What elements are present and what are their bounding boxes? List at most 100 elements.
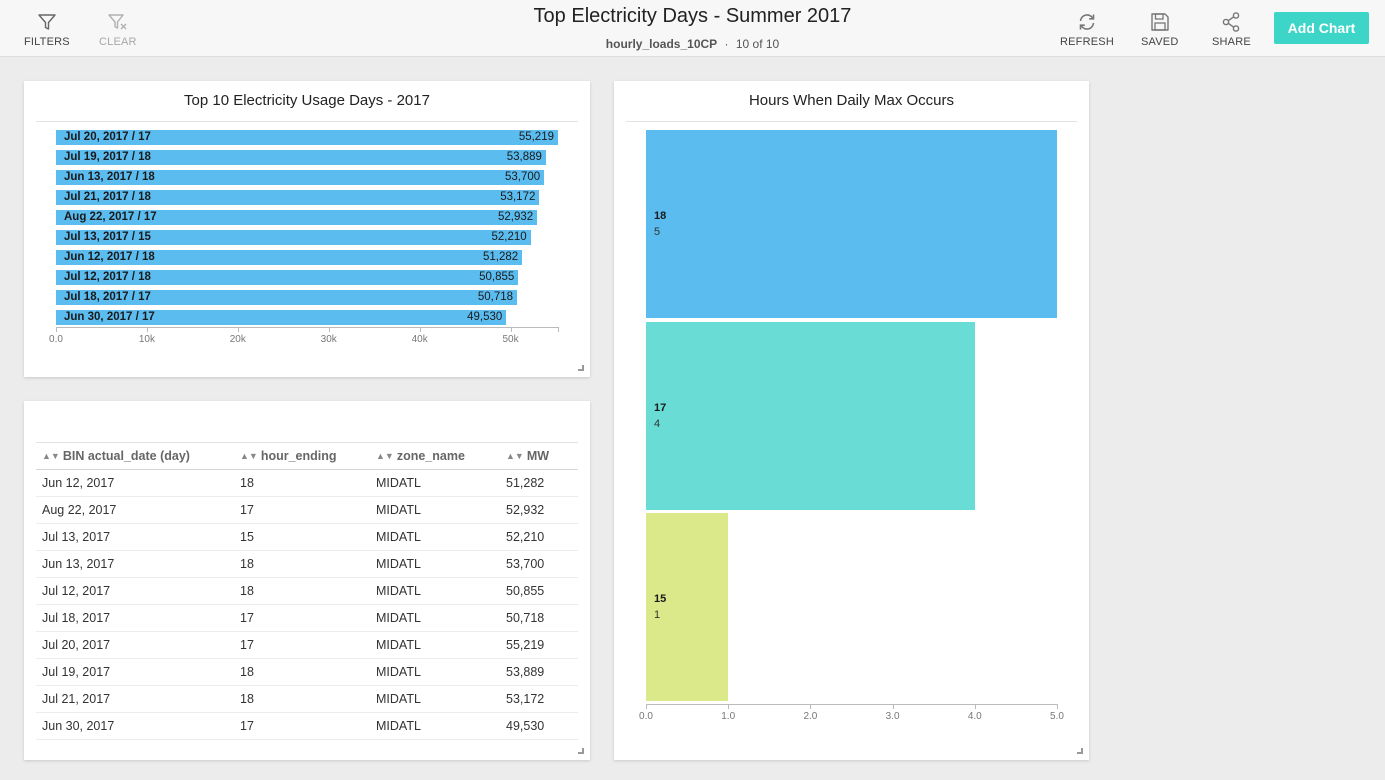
table-cell: Jun 12, 2017 — [42, 476, 115, 490]
resize-handle[interactable] — [1077, 748, 1083, 754]
bar-label: Jul 18, 2017 / 17 — [64, 291, 151, 303]
column-header-mw[interactable]: ▲▼ MW — [506, 449, 550, 463]
hour-bar[interactable]: 18 5 — [646, 130, 1057, 318]
bar-row[interactable]: Jul 12, 2017 / 18 50,855 — [56, 270, 519, 285]
table-panel-title — [36, 401, 578, 442]
bar-row[interactable]: Jun 12, 2017 / 18 51,282 — [56, 250, 523, 265]
table-cell: Jun 30, 2017 — [42, 719, 115, 733]
bar[interactable] — [56, 190, 540, 205]
table-cell: MIDATL — [376, 638, 421, 652]
table-row[interactable]: Jul 20, 2017 17 MIDATL 55,219 — [36, 632, 578, 659]
bar-row[interactable]: Jun 30, 2017 / 17 49,530 — [56, 310, 507, 325]
x-tick-label: 30k — [320, 334, 337, 345]
hour-count: 5 — [654, 226, 661, 238]
table-cell: MIDATL — [376, 476, 421, 490]
dataset-name[interactable]: hourly_loads_10CP — [605, 37, 718, 51]
bar-label: Jul 13, 2017 / 15 — [64, 231, 151, 243]
subtitle-separator: · — [724, 37, 729, 51]
x-tick-label: 5.0 — [1050, 711, 1064, 722]
filters-label: FILTERS — [24, 36, 70, 48]
bar[interactable] — [56, 310, 507, 325]
table-cell: 18 — [240, 665, 254, 679]
x-tick-mark — [510, 327, 512, 332]
subtitle: hourly_loads_10CP · 10 of 10 — [0, 37, 1385, 51]
x-axis-line — [646, 704, 1057, 705]
bar-value-label: 50,855 — [479, 271, 515, 283]
x-tick-label: 0.0 — [639, 711, 653, 722]
clear-label: CLEAR — [99, 36, 137, 48]
column-header-hour[interactable]: ▲▼ hour_ending — [240, 449, 337, 463]
table-cell: MIDATL — [376, 719, 421, 733]
table-cell: Jul 19, 2017 — [42, 665, 111, 679]
hour-label: 15 — [654, 593, 667, 605]
refresh-button[interactable]: REFRESH — [1060, 10, 1114, 48]
column-header-zone[interactable]: ▲▼ zone_name — [376, 449, 465, 463]
table-cell: 17 — [240, 638, 254, 652]
bar[interactable] — [56, 210, 538, 225]
x-tick-mark — [558, 327, 559, 332]
hour-bar[interactable]: 17 4 — [646, 321, 975, 510]
bar-label: Jul 21, 2017 / 18 — [64, 191, 151, 203]
table-row[interactable]: Jun 30, 2017 17 MIDATL 49,530 — [36, 713, 578, 740]
bar-value-label: 50,718 — [477, 291, 514, 303]
table-cell: Aug 22, 2017 — [42, 503, 117, 517]
table-cell: 52,210 — [506, 530, 545, 544]
bar-row[interactable]: Jun 13, 2017 / 18 53,700 — [56, 170, 545, 185]
sort-icon: ▲▼ — [376, 451, 394, 461]
bar[interactable] — [56, 170, 545, 185]
resize-handle[interactable] — [578, 748, 584, 754]
bar[interactable] — [56, 250, 523, 265]
bar-row[interactable]: Jul 21, 2017 / 18 53,172 — [56, 190, 540, 205]
table-cell: 15 — [240, 530, 254, 544]
table-row[interactable]: Jul 18, 2017 17 MIDATL 50,718 — [36, 605, 578, 632]
x-tick-label: 40k — [411, 334, 428, 345]
table-row[interactable]: Jul 13, 2017 15 MIDATL 52,210 — [36, 524, 578, 551]
table-cell: MIDATL — [376, 503, 421, 517]
table-cell: 53,700 — [506, 557, 545, 571]
column-header-date[interactable]: ▲▼ BIN actual_date (day) — [42, 449, 190, 463]
bar-row[interactable]: Aug 22, 2017 / 17 52,932 — [56, 210, 538, 225]
title-block: Top Electricity Days - Summer 2017 hourl… — [0, 5, 1385, 51]
bar-label: Jun 12, 2017 / 18 — [64, 251, 155, 263]
refresh-label: REFRESH — [1060, 36, 1114, 48]
saved-button[interactable]: SAVED — [1141, 10, 1178, 48]
bar[interactable] — [56, 130, 558, 145]
table-row[interactable]: Jul 19, 2017 18 MIDATL 53,889 — [36, 659, 578, 686]
bar-row[interactable]: Jul 13, 2017 / 15 52,210 — [56, 230, 531, 245]
bar[interactable] — [56, 270, 519, 285]
sort-icon: ▲▼ — [240, 451, 258, 461]
table-cell: 17 — [240, 719, 254, 733]
bar-row[interactable]: Jul 19, 2017 / 18 53,889 — [56, 150, 546, 165]
add-chart-button[interactable]: Add Chart — [1274, 12, 1369, 44]
bar[interactable] — [56, 290, 518, 305]
table-row[interactable]: Jul 12, 2017 18 MIDATL 50,855 — [36, 578, 578, 605]
x-tick-label: 10k — [138, 334, 155, 345]
bar-row[interactable]: Jul 18, 2017 / 17 50,718 — [56, 290, 518, 305]
bar-value-label: 53,172 — [500, 191, 536, 203]
bar-row[interactable]: Jul 20, 2017 / 17 55,219 — [56, 130, 558, 145]
table-cell: Jul 18, 2017 — [42, 611, 111, 625]
bar-value-label: 53,889 — [506, 151, 542, 163]
table-row[interactable]: Jun 12, 2017 18 MIDATL 51,282 — [36, 470, 578, 497]
table-row[interactable]: Jul 21, 2017 18 MIDATL 53,172 — [36, 686, 578, 713]
share-button[interactable]: SHARE — [1212, 10, 1251, 48]
table-cell: 49,530 — [506, 719, 545, 733]
table-cell: 53,889 — [506, 665, 545, 679]
x-tick-mark — [974, 704, 976, 709]
x-tick-mark — [419, 327, 421, 332]
table-row[interactable]: Jun 13, 2017 18 MIDATL 53,700 — [36, 551, 578, 578]
clear-button[interactable]: CLEAR — [99, 10, 137, 48]
x-tick-label: 20k — [229, 334, 246, 345]
table-cell: 18 — [240, 692, 254, 706]
filters-button[interactable]: FILTERS — [24, 10, 70, 48]
bar[interactable] — [56, 230, 531, 245]
hour-label: 17 — [654, 401, 667, 414]
top-toolbar: FILTERS CLEAR Top Electricity Days - Sum… — [0, 0, 1385, 57]
table-row[interactable]: Aug 22, 2017 17 MIDATL 52,932 — [36, 497, 578, 524]
bar[interactable] — [56, 150, 546, 165]
table-cell: 50,855 — [506, 584, 545, 598]
x-tick-mark — [892, 704, 894, 709]
table-cell: Jul 21, 2017 — [42, 692, 111, 706]
hour-bar[interactable]: 15 1 — [646, 513, 729, 701]
resize-handle[interactable] — [578, 365, 584, 371]
